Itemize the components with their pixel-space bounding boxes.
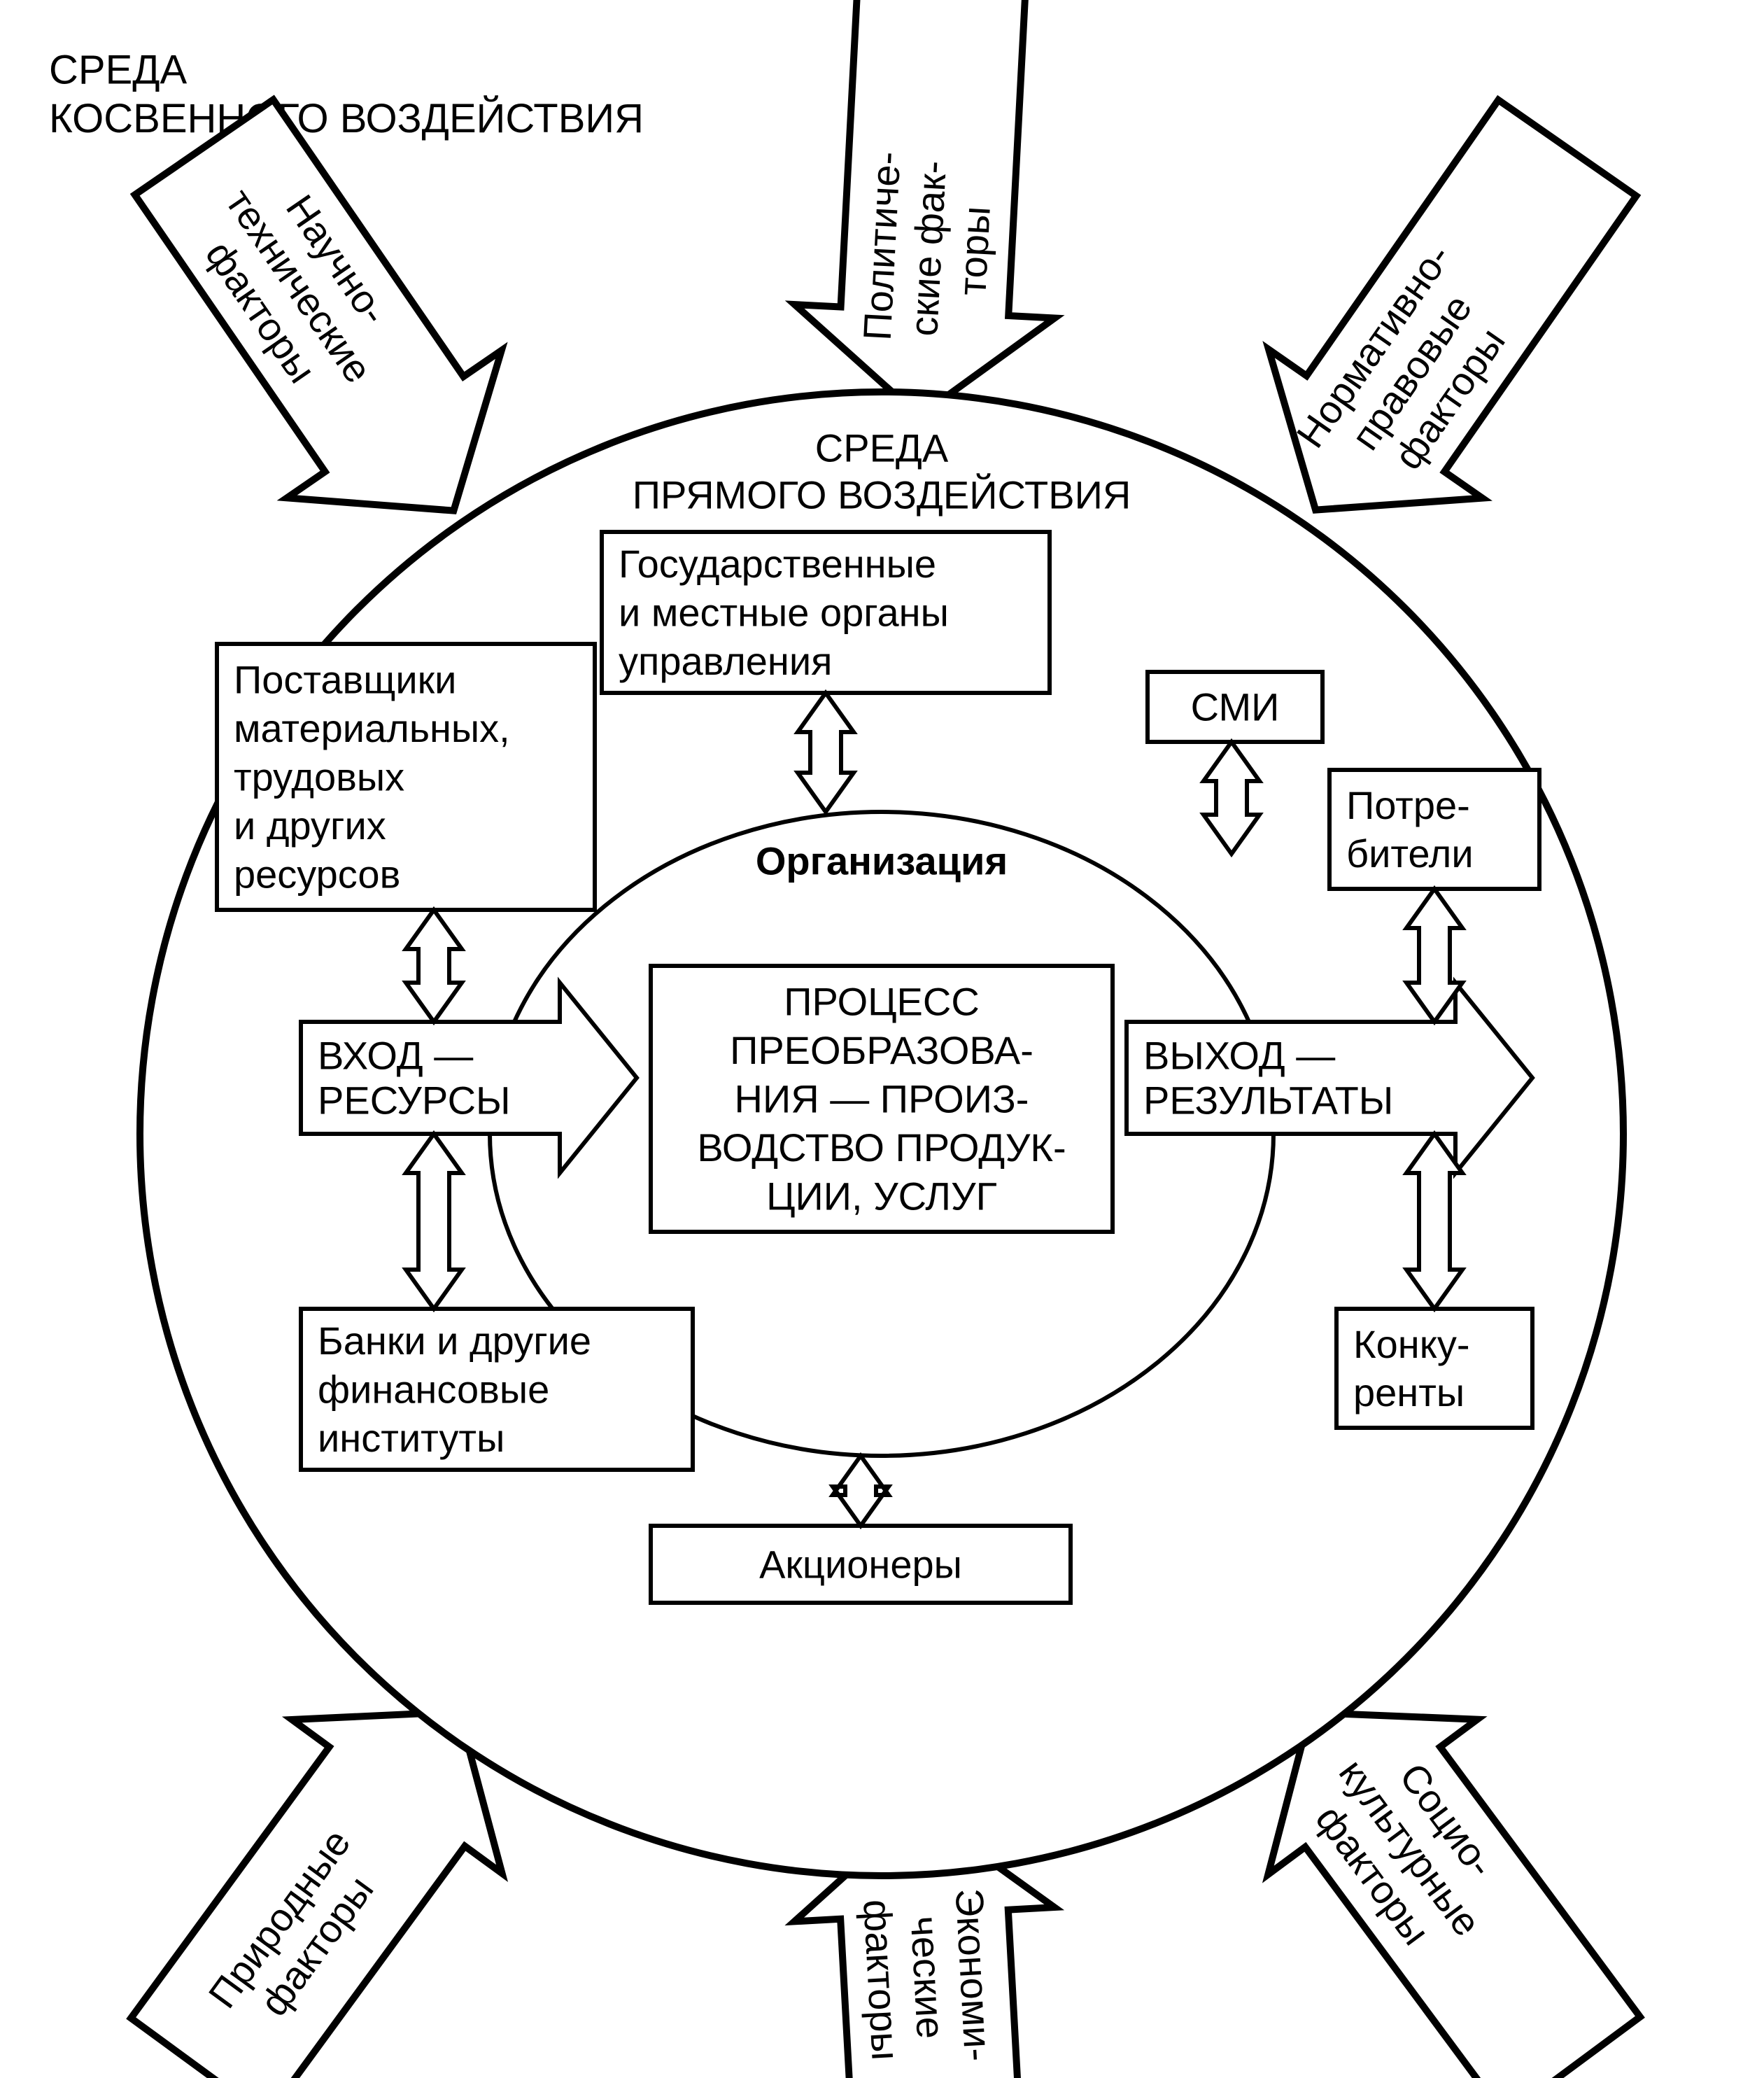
- suppliers-box-text: материальных,: [234, 706, 510, 750]
- outer-arrow-political-text: торы: [950, 205, 999, 297]
- process-box-text: НИЯ — ПРОИЗ-: [735, 1077, 1029, 1121]
- competitors-box-text: ренты: [1353, 1370, 1465, 1414]
- suppliers-box-text: и других: [234, 803, 386, 848]
- organization-label: Организация: [756, 839, 1008, 883]
- banks-box-text: финансовые: [318, 1368, 549, 1412]
- output-arrow-text: РЕЗУЛЬТАТЫ: [1143, 1079, 1393, 1123]
- consumers-box-text: Потре-: [1346, 783, 1470, 827]
- page-title-2: КОСВЕННОГО ВОЗДЕЙСТВИЯ: [49, 96, 644, 141]
- output-arrow-text: ВЫХОД —: [1143, 1033, 1335, 1077]
- environment-diagram: СРЕДАКОСВЕННОГО ВОЗДЕЙСТВИЯПолитиче-ские…: [0, 0, 1764, 2078]
- input-arrow-text: РЕСУРСЫ: [318, 1079, 511, 1123]
- competitors-box-text: Конку-: [1353, 1322, 1469, 1366]
- banks-box-text: институты: [318, 1416, 504, 1460]
- suppliers-box-text: трудовых: [234, 755, 404, 799]
- shareholders-box-text: Акционеры: [759, 1543, 962, 1587]
- ring-title-1: СРЕДА: [815, 426, 949, 470]
- outer-arrow-economic-text: факторы: [855, 1898, 908, 2061]
- input-arrow-text: ВХОД —: [318, 1033, 473, 1077]
- smi-box-text: СМИ: [1191, 685, 1280, 729]
- ring-title-2: ПРЯМОГО ВОЗДЕЙСТВИЯ: [633, 473, 1131, 517]
- consumers-box-text: бители: [1346, 831, 1474, 876]
- gov-box-text: управления: [619, 639, 832, 683]
- banks-box-text: Банки и другие: [318, 1319, 591, 1363]
- process-box-text: ЦИИ, УСЛУГ: [766, 1174, 997, 1218]
- suppliers-box-text: ресурсов: [234, 852, 400, 896]
- process-box-text: ПРЕОБРАЗОВА-: [730, 1028, 1033, 1072]
- gov-box-text: Государственные: [619, 542, 936, 586]
- page-title-1: СРЕДА: [49, 48, 188, 93]
- process-box-text: ВОДСТВО ПРОДУК-: [697, 1125, 1066, 1170]
- suppliers-box-text: Поставщики: [234, 658, 456, 702]
- outer-arrow-economic-text: ческие: [903, 1915, 953, 2040]
- gov-box-text: и местные органы: [619, 591, 949, 635]
- outer-arrow-economic-text: Экономи-: [947, 1887, 1001, 2062]
- process-box-text: ПРОЦЕСС: [784, 980, 980, 1024]
- outer-arrow-political-text: ские фак-: [901, 160, 954, 337]
